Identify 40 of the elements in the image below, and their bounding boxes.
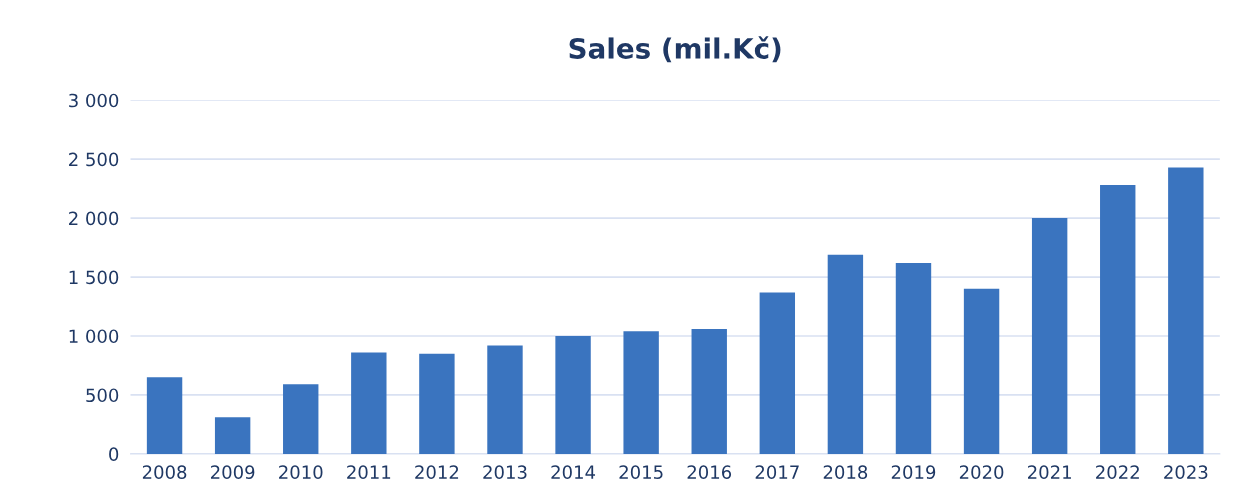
x-tick-label: 2015 xyxy=(619,465,663,479)
x-tick-label: 2021 xyxy=(1028,465,1071,479)
x-tick-label: 2013 xyxy=(483,465,527,479)
x-tick-label: 2017 xyxy=(755,465,799,479)
bar xyxy=(827,254,864,454)
x-tick-label: 2022 xyxy=(1096,465,1139,479)
y-tick-label: 3 000 xyxy=(69,93,119,108)
y-tick-label: 1 000 xyxy=(69,329,119,344)
bar xyxy=(759,292,796,454)
bar xyxy=(1168,167,1204,454)
bar xyxy=(691,328,727,454)
chart-title: Sales (mil.Kč) xyxy=(569,36,781,63)
x-tick-label: 2014 xyxy=(551,465,596,479)
y-tick-label: 500 xyxy=(86,388,119,403)
x-tick-label: 2020 xyxy=(959,465,1004,479)
bar xyxy=(895,262,932,454)
bar xyxy=(487,345,523,454)
x-tick-label: 2012 xyxy=(415,465,459,479)
x-tick-label: 2010 xyxy=(279,465,323,479)
x-tick-label: 2009 xyxy=(210,465,255,479)
x-tick-label: 2018 xyxy=(823,465,868,479)
bar xyxy=(623,331,659,454)
bar xyxy=(351,352,387,454)
bar xyxy=(283,384,319,454)
x-tick-label: 2016 xyxy=(687,465,732,479)
bar xyxy=(419,353,455,454)
bar xyxy=(1100,185,1136,454)
x-tick-label: 2011 xyxy=(347,465,391,479)
x-tick-label: 2019 xyxy=(891,465,936,479)
y-tick-label: 2 000 xyxy=(69,211,119,226)
bar xyxy=(555,336,591,454)
y-tick-label: 1 500 xyxy=(69,270,119,285)
bar xyxy=(146,377,183,454)
x-tick-label: 2008 xyxy=(142,465,187,479)
y-tick-label: 0 xyxy=(109,447,119,462)
x-tick-label: 2023 xyxy=(1164,465,1208,479)
bar xyxy=(214,417,251,454)
bar xyxy=(1031,218,1068,454)
bar xyxy=(963,288,1000,454)
y-tick-label: 2 500 xyxy=(69,152,119,167)
